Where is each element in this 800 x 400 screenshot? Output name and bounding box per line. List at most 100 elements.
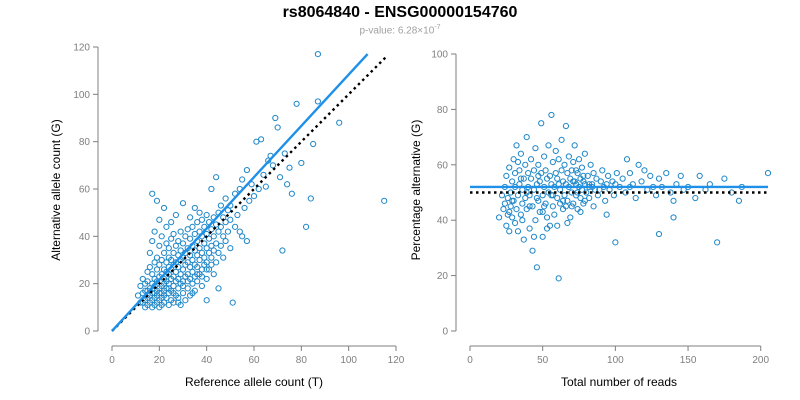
plot1-data-point [208, 242, 215, 249]
plot1-data-point [177, 271, 184, 278]
plot1-data-point [194, 252, 201, 259]
plot1-data-point [210, 247, 217, 254]
plot2-y-tick-label: 40 [437, 216, 449, 227]
plot1-data-point [274, 124, 281, 131]
plot1-data-point [160, 204, 168, 212]
plot1-data-point [177, 247, 184, 254]
plot2-y-tick-label: 20 [437, 271, 449, 282]
plot2-y-tick-label: 100 [431, 50, 448, 61]
plot1-data-point [158, 256, 165, 264]
plot1-data-point [213, 240, 220, 247]
plot1-data-point [262, 183, 269, 190]
plot2-data-point [551, 211, 558, 218]
plot2-data-point [575, 156, 583, 163]
plot2-data-point [511, 219, 519, 227]
plot1-data-point [215, 228, 222, 235]
plot1-data-point [158, 294, 165, 301]
plot1-data-point [279, 247, 286, 254]
p-value-exponent: -7 [434, 24, 441, 31]
plot1-data-point [234, 211, 241, 219]
plot2-data-point [581, 197, 588, 204]
plot2-data-point [610, 192, 618, 199]
plot2-data-point [604, 172, 612, 179]
plot1-data-point [224, 228, 232, 235]
plot1-data-point [170, 230, 177, 238]
plot2-y-tick-label: 80 [437, 105, 449, 116]
plot1-data-point [179, 200, 187, 207]
plot1-data-point [381, 197, 388, 204]
plot1-data-point [189, 290, 196, 297]
plot1-data-point [198, 216, 206, 223]
plot1-data-point [184, 285, 191, 292]
plot1-data-point [241, 204, 248, 212]
plot1-data-point [281, 150, 288, 157]
plot1-data-point [198, 282, 206, 290]
plot1-data-point [156, 216, 163, 223]
plot1-data-point [170, 282, 177, 290]
plot1-data-point [196, 256, 203, 264]
plot1-data-point [243, 166, 250, 174]
plot2-x-tick-label: 100 [607, 355, 624, 366]
plot1-data-point [165, 285, 172, 292]
plot1-data-point [220, 254, 227, 261]
plot2-data-point [578, 164, 586, 171]
plot1-data-point [314, 51, 321, 58]
plot1-data-point [175, 237, 182, 245]
plot2-data-point [555, 156, 562, 163]
plot2-data-point [554, 194, 561, 202]
plot1-data-point [213, 259, 220, 266]
plot2-data-point [549, 203, 556, 210]
plot2-data-point [548, 111, 555, 119]
plot1-data-point [196, 209, 203, 216]
plot2-data-point [549, 158, 556, 166]
plot1-y-tick-label: 0 [84, 327, 90, 338]
plot2-data-point [519, 217, 526, 224]
plot1-data-point [165, 271, 172, 278]
plot1-data-point [189, 280, 196, 287]
plot1-data-point [179, 290, 187, 297]
plot1-data-point [160, 287, 168, 294]
plot1-data-point [213, 174, 220, 181]
plot1-data-point [151, 228, 158, 235]
plot1-data-point [189, 268, 196, 275]
plot2-x-tick-label: 0 [467, 355, 473, 366]
plot2-data-point [532, 217, 539, 224]
plot1-x-tick-label: 20 [154, 355, 166, 366]
plot1-data-point [146, 264, 153, 271]
plot1-data-point [288, 190, 295, 197]
plot2-data-point [539, 208, 546, 215]
plot1-data-point [163, 223, 170, 230]
plot1-data-point [149, 271, 156, 278]
plot2-data-point [526, 203, 533, 210]
plot2-data-point [545, 142, 552, 149]
plot1-x-tick-label: 60 [248, 355, 260, 366]
plot1-data-point [139, 275, 146, 283]
plot2-data-point [533, 264, 540, 271]
plot1-data-point [208, 261, 215, 268]
plot1-y-tick-label: 20 [79, 279, 91, 290]
plot1-data-point [208, 254, 215, 261]
plot1-data-point [217, 202, 224, 209]
plot2-data-point [504, 194, 511, 202]
plot1-data-point [153, 266, 161, 273]
plot1-data-point [187, 252, 194, 259]
plot2-data-point [517, 211, 524, 218]
plot2-data-point [535, 172, 542, 179]
plot2-data-point [543, 225, 551, 232]
plot2-data-point [514, 228, 522, 235]
plot2-data-point [503, 172, 510, 179]
plot1-x-tick-label: 80 [296, 355, 308, 366]
plot2-data-point [506, 228, 513, 235]
plot1-data-point [205, 266, 213, 273]
plot2-data-point [530, 167, 538, 174]
plot1-data-point [222, 195, 229, 202]
plot2-data-point [583, 189, 590, 196]
plot2-data-point [619, 175, 626, 182]
plot1-data-point [227, 216, 234, 223]
plot1-data-point [224, 207, 232, 214]
plot1-fit-line [111, 53, 369, 332]
plot1-data-point [201, 254, 208, 261]
plot1-data-point [208, 185, 215, 193]
plot1-data-point [172, 242, 179, 249]
plot1-data-point [160, 299, 168, 306]
